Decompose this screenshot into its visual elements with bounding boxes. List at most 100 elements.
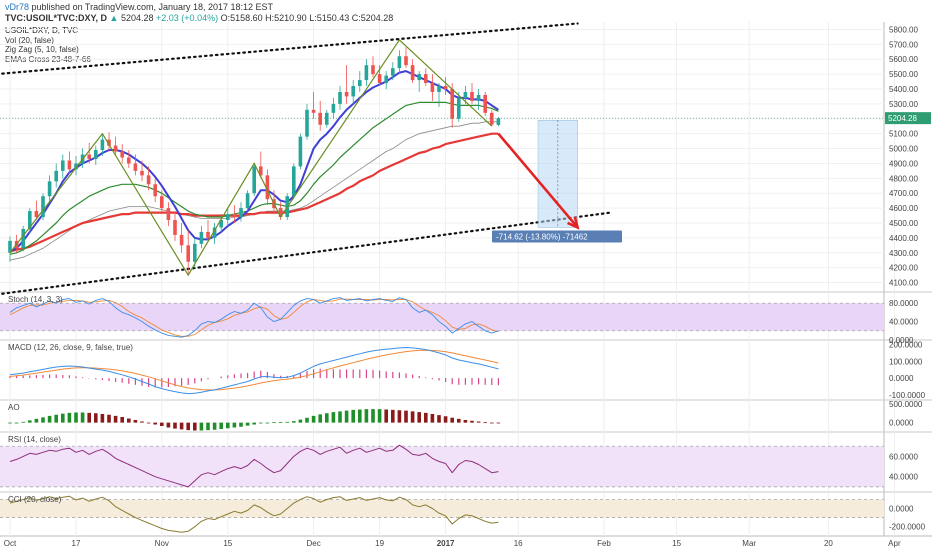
candle-body — [146, 175, 151, 185]
x-tick-label: Nov — [155, 539, 169, 548]
cci-line — [9, 495, 499, 533]
ao-bar — [278, 422, 283, 423]
candle-body — [397, 56, 402, 69]
candle — [457, 91, 461, 122]
candle — [87, 142, 91, 164]
y-tick-label: 4400.00 — [889, 234, 918, 243]
stoch-tick-label: 40.0000 — [889, 318, 918, 327]
ema-mid-line — [9, 101, 499, 255]
candle-body — [351, 86, 355, 97]
candle-body — [470, 91, 474, 101]
macd-line — [9, 347, 499, 395]
ao-bar — [226, 422, 230, 429]
candle — [450, 83, 454, 128]
ao-bar — [470, 420, 474, 423]
ao-bar — [206, 422, 210, 431]
candle-body — [377, 74, 382, 84]
high-value: H:5210.90 — [265, 13, 307, 23]
candle-body — [166, 208, 171, 221]
ao-bar — [113, 415, 118, 423]
candle-body — [61, 160, 65, 171]
x-tick-label: 15 — [672, 539, 681, 548]
candle — [318, 100, 322, 131]
candle — [133, 154, 138, 176]
candle — [265, 169, 270, 206]
candle-body — [358, 80, 362, 87]
last-price-label: 5204.28 — [888, 114, 917, 123]
x-tick-label: Oct — [4, 539, 17, 548]
candle-body — [239, 208, 243, 218]
candle — [127, 150, 131, 168]
author-name[interactable]: vDr78 — [5, 2, 30, 12]
candle — [113, 136, 118, 156]
open-value: O:5158.60 — [220, 13, 263, 23]
ao-bar — [146, 422, 151, 424]
candle-body — [417, 74, 421, 81]
ao-bar — [298, 419, 303, 423]
candle-body — [21, 228, 25, 249]
cci-title: CCI (20, close) — [8, 495, 62, 504]
candle-body — [193, 243, 197, 262]
candle-body — [8, 240, 12, 253]
candle — [371, 56, 375, 78]
ao-bar — [160, 422, 164, 426]
y-tick-label: 5400.00 — [889, 85, 918, 94]
candle — [173, 211, 177, 241]
cci-tick-label: -200.0000 — [889, 523, 926, 532]
symbol-label: TVC:USOIL*TVC:DXY, D — [5, 13, 108, 23]
candle-body — [311, 109, 316, 113]
candle-body — [490, 112, 494, 125]
y-tick-label: 5100.00 — [889, 130, 918, 139]
candle-body — [34, 211, 39, 218]
ao-bar — [21, 421, 25, 423]
ao-bar — [272, 422, 276, 424]
candle — [430, 74, 435, 101]
candle — [107, 132, 111, 152]
channel-upper-line — [0, 22, 579, 75]
ao-title: AO — [8, 403, 20, 412]
ao-bar — [120, 417, 124, 423]
ao-bar — [344, 410, 349, 423]
ao-bar — [292, 421, 296, 423]
x-tick-label: 20 — [824, 539, 833, 548]
ao-bar — [54, 414, 58, 423]
candle — [305, 103, 309, 140]
x-tick-label: 17 — [72, 539, 81, 548]
x-tick-label: 16 — [514, 539, 523, 548]
candle-body — [476, 94, 481, 101]
candle — [54, 163, 58, 188]
macd-tick-label: 0.0000 — [889, 374, 914, 383]
header-line-1: vDr78 published on TradingView.com, Janu… — [5, 2, 273, 12]
y-tick-label: 4800.00 — [889, 174, 918, 183]
study-vol[interactable]: Vol (20, false) — [5, 35, 54, 45]
candle-body — [331, 103, 336, 113]
candle — [298, 133, 303, 170]
candle-body — [212, 227, 217, 238]
stoch-tick-label: 0.0000 — [889, 336, 914, 345]
x-tick-label: Feb — [597, 539, 611, 548]
candle-body — [140, 170, 144, 176]
ao-bar — [47, 415, 52, 423]
candle-body — [404, 56, 408, 66]
candle — [245, 190, 250, 212]
candle — [226, 208, 230, 226]
candle — [410, 59, 415, 84]
candle-body — [371, 65, 375, 75]
candle-body — [430, 83, 435, 92]
ao-bar — [430, 414, 435, 423]
ao-bar — [351, 409, 355, 423]
candle — [292, 163, 296, 200]
candle-body — [100, 139, 105, 151]
candle — [232, 205, 237, 223]
rsi-line — [9, 444, 499, 488]
candle-body — [54, 170, 58, 182]
ao-bar — [311, 415, 316, 423]
candle-body — [226, 214, 230, 221]
study-zigzag[interactable]: Zig Zag (5, 10, false) — [5, 45, 79, 54]
ao-bar — [186, 422, 190, 431]
candle — [496, 117, 501, 127]
ao-bar — [391, 409, 395, 423]
stoch-title: Stoch (14, 3, 3) — [8, 295, 63, 304]
candle — [160, 190, 164, 215]
